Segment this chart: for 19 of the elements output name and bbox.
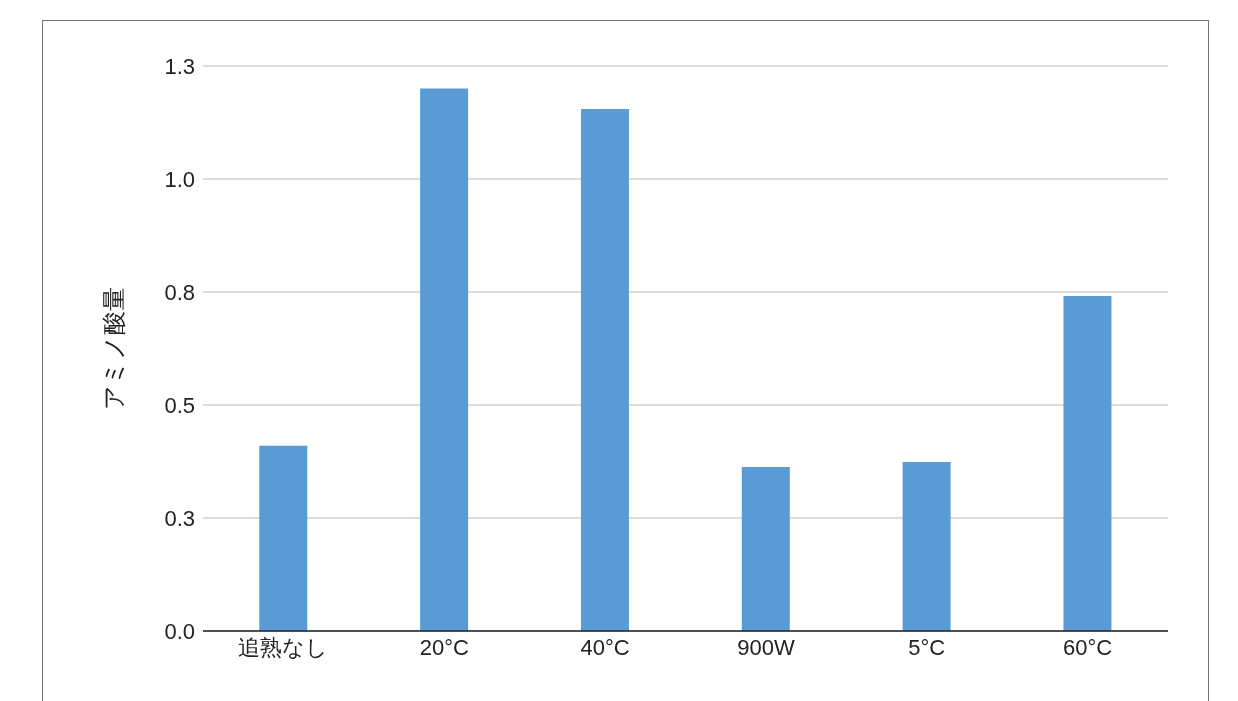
x-tick-label: 900W [737,634,795,660]
x-tick-label: 40°C [580,634,630,660]
bar [1063,296,1112,631]
bar [420,88,469,631]
y-tick-label: 0.5 [164,392,195,418]
x-tick-label: 追熟なし [238,634,329,660]
y-tick-label: 0.8 [164,279,195,305]
y-tick-label: 0.3 [164,505,195,531]
y-axis-title: アミノ酸量 [99,287,127,410]
bar [741,466,790,631]
x-tick-label: 60°C [1063,634,1113,660]
x-tick-label: 20°C [419,634,469,660]
y-tick-label: 1.0 [164,166,195,192]
y-tick-label: 1.3 [164,53,195,79]
x-tick-label: 5°C [908,634,946,660]
y-tick-label: 0.0 [164,618,195,644]
bar [259,445,308,631]
bar [902,461,951,631]
bar [580,108,629,631]
